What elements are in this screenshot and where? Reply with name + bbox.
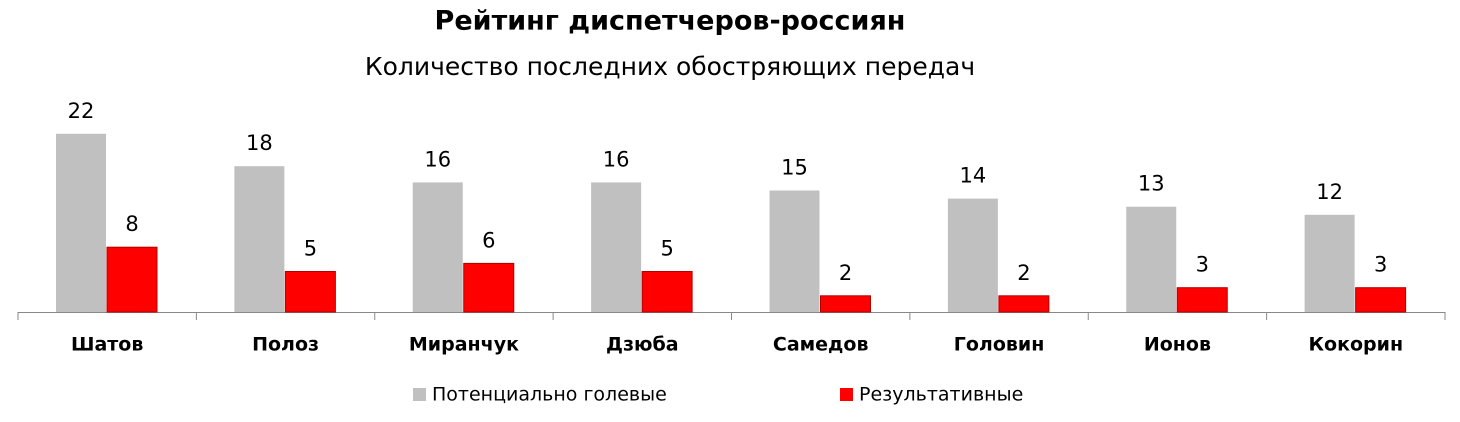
value-label: 15 [781, 156, 808, 180]
x-tick-label: Ионов [1144, 334, 1211, 356]
value-label: 22 [68, 99, 95, 123]
value-label: 2 [839, 261, 852, 285]
x-tick-label: Шатов [71, 334, 143, 356]
bar [106, 246, 158, 313]
x-tick-label: Дзюба [606, 334, 679, 356]
bar [591, 182, 642, 312]
value-label: 8 [125, 212, 138, 236]
legend-label: Потенциально голевые [432, 384, 667, 406]
bar [641, 271, 693, 313]
bar [284, 271, 336, 313]
value-label: 3 [1196, 253, 1209, 277]
bar [1176, 287, 1228, 313]
value-label: 12 [1316, 180, 1343, 204]
bar [412, 182, 463, 312]
value-label: 2 [1017, 261, 1030, 285]
value-label: 13 [1138, 172, 1165, 196]
x-tick-label: Кокорин [1309, 334, 1404, 356]
bar [463, 262, 515, 313]
bar [769, 190, 820, 312]
bar [1126, 206, 1177, 312]
x-tick-label: Полоз [252, 334, 319, 356]
bar [947, 198, 998, 312]
value-label: 14 [960, 164, 987, 188]
legend-label: Результативные [859, 384, 1023, 406]
value-label: 16 [424, 147, 451, 171]
x-tick-label: Миранчук [409, 334, 519, 356]
chart-title: Рейтинг диспетчеров-россиян [435, 6, 906, 37]
value-label: 16 [603, 147, 630, 171]
chart-subtitle: Количество последних обостряющих передач [365, 52, 975, 81]
x-tick-label: Самедов [773, 334, 869, 356]
value-label: 5 [304, 237, 317, 261]
bar [820, 295, 871, 313]
bar [998, 295, 1050, 313]
bar [1355, 287, 1407, 313]
bar [1304, 214, 1355, 312]
value-label: 5 [660, 237, 673, 261]
value-label: 18 [246, 131, 273, 155]
value-label: 3 [1374, 253, 1387, 277]
legend-swatch [413, 388, 426, 401]
bar [234, 166, 285, 312]
value-label: 6 [482, 228, 495, 252]
legend-swatch [840, 388, 853, 401]
bar [56, 133, 106, 312]
x-tick-label: Головин [954, 334, 1045, 356]
